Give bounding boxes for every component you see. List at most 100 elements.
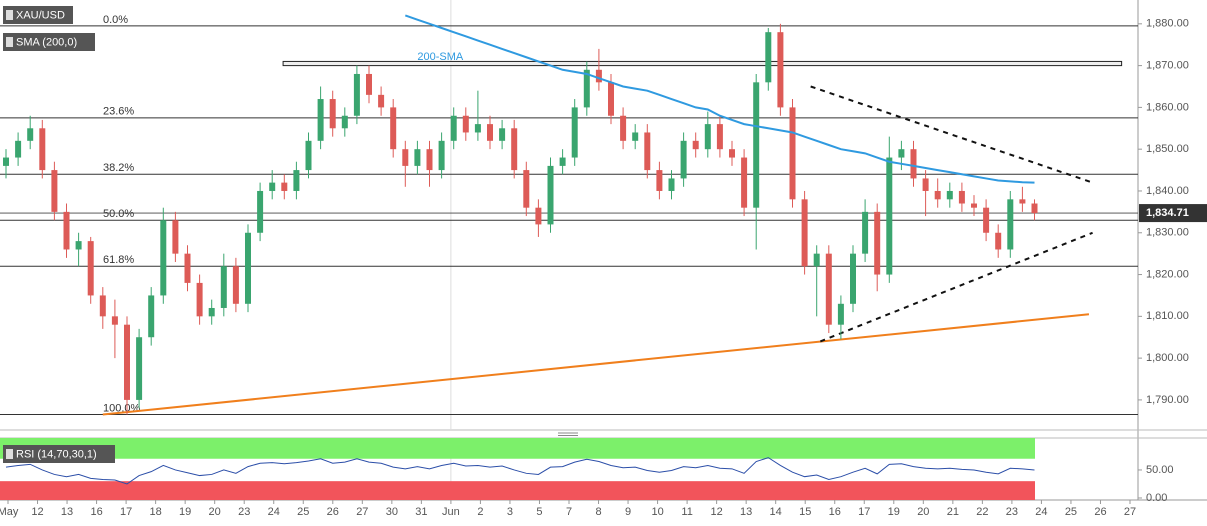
candle-body: [559, 157, 566, 166]
x-tick-label: 22: [976, 506, 988, 518]
sma-line: [404, 14, 1035, 184]
x-tick-label: 19: [888, 506, 900, 518]
candle-body: [87, 241, 94, 296]
y-tick-label: 1,850.00: [1146, 143, 1189, 155]
legend-text: XAU/USD: [16, 9, 65, 21]
candle-body: [620, 115, 627, 141]
x-tick-label: 19: [179, 506, 191, 518]
candle-body: [547, 165, 554, 225]
candle-body: [281, 182, 288, 191]
fib-label: 50.0%: [103, 208, 134, 220]
candle-body: [208, 307, 215, 317]
rsi-tick-label: 0.00: [1146, 492, 1167, 504]
candle-body: [656, 170, 663, 191]
x-tick-label: 10: [651, 506, 663, 518]
candle-body: [269, 182, 276, 191]
x-tick-label: 3: [507, 506, 513, 518]
candle-body: [172, 220, 179, 254]
candle-body: [160, 220, 167, 296]
x-tick-label: 24: [1035, 506, 1047, 518]
candle-body: [632, 132, 639, 141]
x-tick-label: 17: [858, 506, 870, 518]
y-tick-label: 1,880.00: [1146, 18, 1189, 30]
candle-body: [353, 73, 360, 116]
legend-text: SMA (200,0): [16, 36, 77, 48]
legend-text: RSI (14,70,30,1): [16, 448, 97, 460]
oversold-zone: [0, 481, 1035, 500]
candle-body: [886, 157, 893, 275]
candle-body: [51, 170, 58, 212]
candle-body: [608, 82, 614, 116]
y-tick-label: 1,830.00: [1146, 227, 1189, 239]
candle-body: [971, 203, 977, 208]
fib-label: 61.8%: [103, 254, 134, 266]
sma-annotation: 200-SMA: [417, 51, 464, 63]
candle-body: [983, 207, 990, 233]
candle-body: [499, 128, 506, 141]
candle-body: [366, 73, 372, 95]
x-tick-label: 26: [1094, 506, 1106, 518]
candle-body: [257, 190, 264, 233]
candle-body: [837, 303, 844, 325]
candle-body: [1019, 199, 1026, 204]
last-price-label: 1,834.71: [1146, 207, 1189, 219]
x-tick-label: 16: [829, 506, 841, 518]
x-tick-label: 7: [566, 506, 572, 518]
x-tick-label: Jun: [442, 506, 460, 518]
candle-body: [958, 190, 965, 204]
candle-body: [668, 178, 675, 191]
x-tick-label: 30: [386, 506, 398, 518]
candle-body: [1031, 203, 1038, 214]
candle-body: [777, 32, 784, 108]
y-tick-label: 1,870.00: [1146, 60, 1189, 72]
candle-body: [813, 253, 820, 267]
candle-body: [1007, 199, 1014, 250]
x-tick-label: 25: [1065, 506, 1077, 518]
x-tick-label: 8: [595, 506, 601, 518]
x-tick-label: 5: [536, 506, 542, 518]
candle-body: [765, 32, 772, 83]
fib-label: 23.6%: [103, 106, 134, 118]
x-tick-label: 23: [238, 506, 250, 518]
x-tick-label: 21: [947, 506, 959, 518]
x-tick-label: 23: [1006, 506, 1018, 518]
x-tick-label: 26: [327, 506, 339, 518]
x-tick-label: 2: [477, 506, 483, 518]
legend-symbol[interactable]: XAU/USD: [3, 6, 73, 24]
candle-body: [329, 99, 336, 129]
candle-body: [801, 199, 808, 267]
fib-label: 38.2%: [103, 162, 134, 174]
candle-body: [438, 140, 445, 171]
rsi-panel: [0, 438, 1035, 500]
candle-body: [196, 282, 203, 317]
candle-body: [99, 295, 106, 317]
legend-indicator[interactable]: SMA (200,0): [3, 33, 95, 51]
x-tick-label: 24: [268, 506, 280, 518]
x-tick-label: 18: [150, 506, 162, 518]
candle-body: [450, 115, 457, 141]
candle-body: [3, 157, 9, 166]
candle-body: [692, 140, 699, 150]
candle-body: [825, 253, 832, 325]
y-tick-label: 1,800.00: [1146, 352, 1189, 364]
candle-body: [874, 211, 881, 275]
legend-rsi[interactable]: RSI (14,70,30,1): [3, 445, 115, 463]
candle-body: [995, 232, 1002, 250]
candle-body: [789, 107, 796, 200]
price-panel: 0.0%23.6%38.2%50.0%61.8%100.0%200-SMA: [0, 0, 1138, 430]
candle-body: [75, 241, 82, 250]
candle-body: [704, 124, 711, 150]
x-tick-label: 14: [770, 506, 782, 518]
x-tick-label: 16: [90, 506, 102, 518]
candle-body: [910, 149, 917, 179]
candle-body: [898, 149, 905, 158]
resistance-zone: [282, 60, 1123, 67]
y-tick-label: 1,810.00: [1146, 310, 1189, 322]
candle-body: [595, 69, 602, 83]
resize-handle[interactable]: [558, 432, 578, 436]
candle-body: [293, 170, 300, 191]
overbought-zone: [0, 438, 1035, 459]
candle-body: [511, 128, 518, 171]
candle-body: [474, 124, 481, 133]
